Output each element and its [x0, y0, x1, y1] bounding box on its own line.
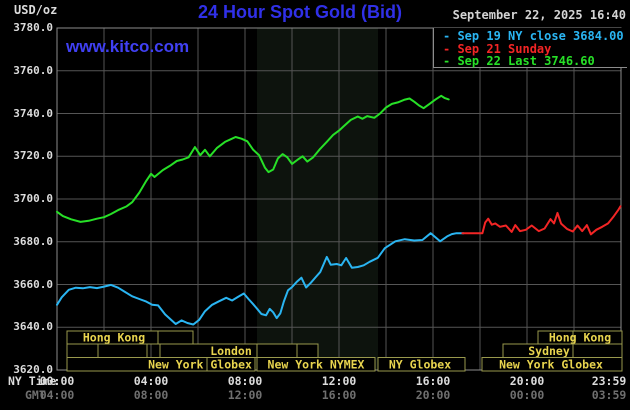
- session-label: London: [210, 344, 252, 358]
- legend-item: - Sep 19 NY close 3684.00: [443, 29, 624, 43]
- y-tick-label: 3720.0: [13, 149, 53, 163]
- y-axis-units-label: USD/oz: [14, 3, 58, 17]
- y-tick-label: 3740.0: [13, 106, 53, 120]
- kitco-watermark-link[interactable]: www.kitco.com: [66, 37, 190, 56]
- legend-item: - Sep 22 Last 3746.60: [443, 54, 595, 68]
- session-box: [66, 357, 256, 372]
- session-label: Hong Kong: [83, 331, 145, 345]
- series-line-sep-22-last: [56, 94, 450, 223]
- legend-item: - Sep 21 Sunday: [443, 41, 552, 56]
- x-tick-gmt: 04:00: [39, 388, 75, 402]
- session-label: New York Globex: [499, 357, 603, 371]
- x-tick-ny: 08:00: [227, 374, 263, 388]
- y-tick-label: 3760.0: [13, 63, 53, 77]
- x-tick-ny: 04:00: [133, 374, 169, 388]
- session-box: [66, 343, 148, 358]
- x-tick-ny: 00:00: [39, 374, 75, 388]
- session-box: [377, 357, 466, 372]
- session-label: NY Globex: [389, 357, 451, 371]
- gmt-axis-label: GMT: [25, 388, 46, 402]
- y-tick-label: 3780.0: [13, 21, 53, 34]
- session-label: Sydney: [528, 344, 570, 358]
- x-tick-gmt: 12:00: [227, 388, 263, 402]
- session-label: Hong Kong: [549, 331, 611, 345]
- x-tick-ny: 23:59: [591, 374, 627, 388]
- series-line-sep-21-sunday: [461, 205, 622, 236]
- y-tick-label: 3680.0: [13, 234, 53, 248]
- y-tick-label: 3640.0: [13, 320, 53, 334]
- x-tick-ny: 16:00: [415, 374, 451, 388]
- x-tick-gmt: 03:59: [591, 388, 627, 402]
- session-box: [481, 357, 623, 372]
- session-box: [256, 357, 376, 372]
- series-line-sep-19-ny-close: [56, 232, 465, 326]
- y-tick-label: 3660.0: [13, 277, 53, 291]
- x-tick-gmt: 00:00: [509, 388, 545, 402]
- session-label: New York Globex: [148, 357, 252, 371]
- y-tick-label: 3700.0: [13, 192, 53, 205]
- ny-time-axis-label: NY Time: [8, 374, 57, 388]
- x-tick-gmt: 20:00: [415, 388, 451, 402]
- page-title: 24 Hour Spot Gold (Bid): [198, 2, 402, 22]
- legend: - Sep 19 NY close 3684.00- Sep 21 Sunday…: [433, 28, 627, 68]
- session-label: New York NYMEX: [268, 357, 365, 371]
- chart-datetime: September 22, 2025 16:40: [452, 8, 626, 22]
- x-tick-ny: 20:00: [509, 374, 545, 388]
- x-tick-gmt: 16:00: [321, 388, 357, 402]
- x-tick-ny: 12:00: [321, 374, 357, 388]
- x-tick-gmt: 08:00: [133, 388, 169, 402]
- y-tick-label: 3620.0: [13, 363, 53, 376]
